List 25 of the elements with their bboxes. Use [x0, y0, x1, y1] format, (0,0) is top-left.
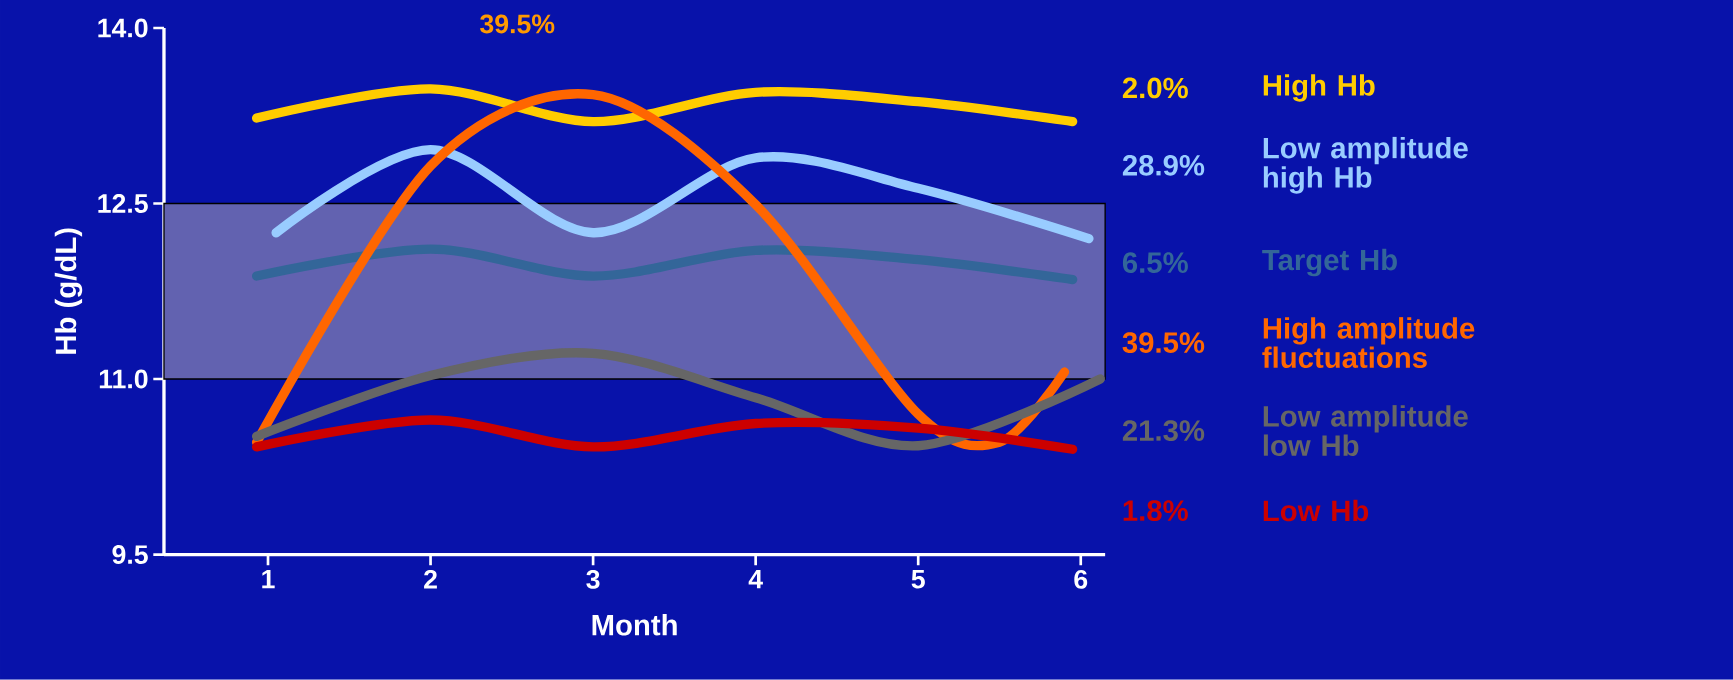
y-axis-title: Hb (g/dL) — [54, 228, 83, 354]
text: Target Hb — [1262, 248, 1397, 277]
text: 28.9% — [1122, 154, 1205, 176]
y-tick-label: 11.0 — [99, 369, 148, 389]
text: Low Hb — [1263, 499, 1369, 522]
y-tick-label: 12.5 — [98, 194, 148, 213]
y-tick-label: 14.0 — [98, 18, 148, 38]
text: 39.5% — [1122, 332, 1205, 354]
x-tick-label: 5 — [911, 569, 925, 589]
x-tick-label: 6 — [1074, 570, 1088, 589]
text: Low amplitude high Hb — [1263, 136, 1468, 194]
x-tick-label: 4 — [748, 569, 763, 589]
x-axis-title: Month — [592, 614, 677, 636]
y-tick-label: 9.5 — [112, 545, 148, 565]
x-tick-label: 1 — [262, 569, 275, 589]
annotation: 39.5% — [480, 14, 555, 34]
x-tick-label: 2 — [424, 570, 437, 589]
text: 2.0% — [1122, 77, 1188, 99]
text: High amplitude fluctuations — [1262, 317, 1475, 369]
x-tick-label: 3 — [586, 570, 600, 589]
text: 21.3% — [1122, 420, 1205, 442]
text: 6.5% — [1122, 252, 1188, 274]
text: 1.8% — [1123, 500, 1188, 522]
text: High Hb — [1263, 74, 1375, 102]
text: Low amplitude low Hb — [1263, 405, 1468, 457]
